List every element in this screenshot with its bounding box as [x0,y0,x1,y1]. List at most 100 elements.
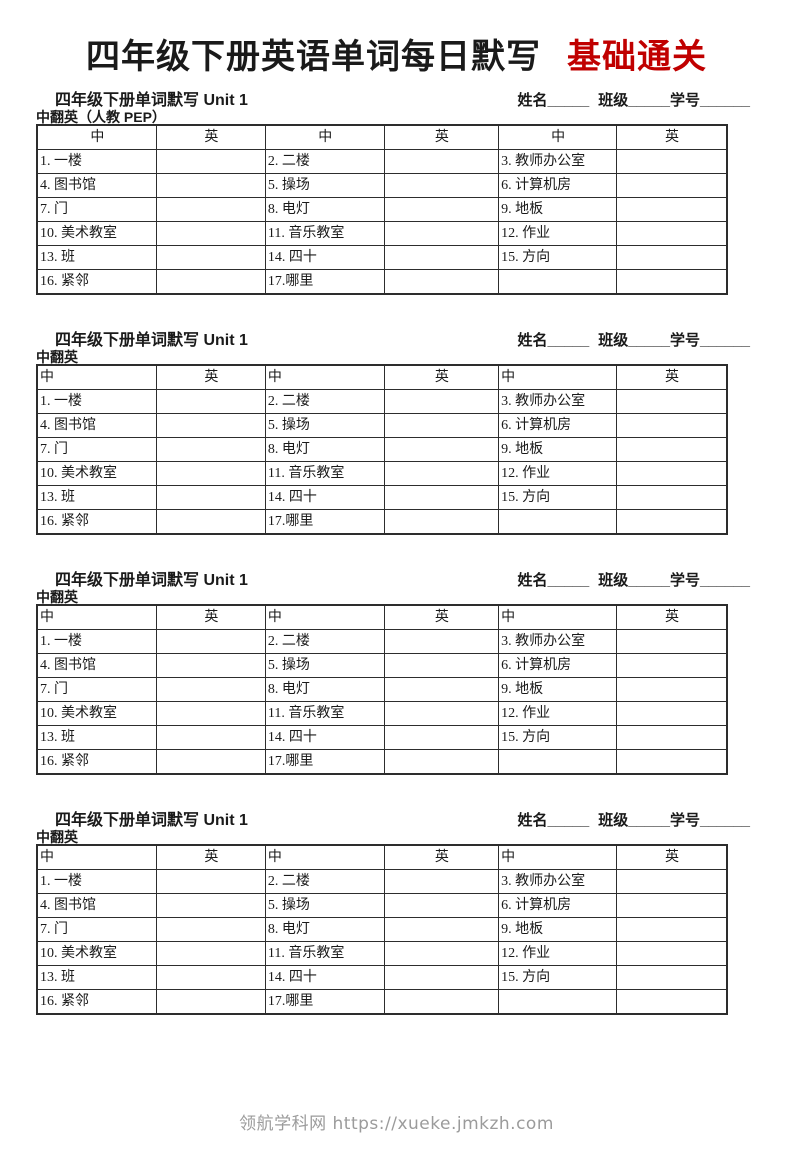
zh-term-cell: 1. 一楼 [36,869,157,894]
section-header-row: 四年级下册单词默写 Unit 1 姓名_____ 班级_____学号______ [36,811,750,830]
table-row: 7. 门 8. 电灯 9. 地板 [36,677,728,702]
table-header-row: 中英中英中英 [36,844,728,870]
worksheet-section: 四年级下册单词默写 Unit 1 姓名_____ 班级_____学号______ … [36,811,750,1015]
en-answer-cell [155,149,266,174]
en-answer-cell [383,749,500,775]
en-answer-cell [383,677,500,702]
zh-term-cell [498,269,618,295]
zh-term-cell: 15. 方向 [498,965,618,990]
en-answer-cell [155,485,266,510]
table-row: 7. 门 8. 电灯 9. 地板 [36,917,728,942]
worksheet-sections: 四年级下册单词默写 Unit 1 姓名_____ 班级_____学号______ … [0,91,793,1015]
en-answer-cell [155,629,266,654]
zh-header-cell: 中 [498,124,618,150]
en-answer-cell [155,389,266,414]
zh-term-cell: 5. 操场 [264,173,385,198]
table-row: 1. 一楼 2. 二楼 3. 教师办公室 [36,389,728,414]
zh-term-cell: 1. 一楼 [36,629,157,654]
en-answer-cell [616,245,728,270]
en-answer-cell [383,437,500,462]
zh-term-cell: 9. 地板 [498,917,618,942]
zh-header-cell: 中 [264,364,385,390]
zh-term-cell: 8. 电灯 [264,197,385,222]
zh-header-cell: 中 [264,604,385,630]
vocab-table: 中英中英中英 1. 一楼 2. 二楼 3. 教师办公室 4. 图书馆 5. 操场 6. 计算… [36,364,728,535]
en-answer-cell [383,869,500,894]
section-heading: 四年级下册单词默写 Unit 1 [55,332,248,349]
table-row: 4. 图书馆 5. 操场 6. 计算机房 [36,413,728,438]
zh-term-cell: 5. 操场 [264,893,385,918]
en-answer-cell [616,677,728,702]
zh-term-cell: 12. 作业 [498,221,618,246]
student-fields: 姓名_____ 班级_____学号______ [518,91,751,110]
zh-term-cell: 3. 教师办公室 [498,629,618,654]
en-answer-cell [616,941,728,966]
en-answer-cell [383,989,500,1015]
zh-term-cell: 17.哪里 [264,509,385,535]
en-header-cell: 英 [383,364,500,390]
table-row: 16. 紧邻 17.哪里 [36,269,728,295]
worksheet-section: 四年级下册单词默写 Unit 1 姓名_____ 班级_____学号______ … [36,331,750,535]
en-answer-cell [155,245,266,270]
student-fields: 姓名_____ 班级_____学号______ [518,571,751,590]
en-answer-cell [383,941,500,966]
table-row: 16. 紧邻 17.哪里 [36,509,728,535]
table-header-row: 中英中英中英 [36,364,728,390]
zh-term-cell: 1. 一楼 [36,149,157,174]
en-answer-cell [383,725,500,750]
table-row: 13. 班 14. 四十 15. 方向 [36,965,728,990]
en-answer-cell [155,269,266,295]
zh-term-cell: 6. 计算机房 [498,413,618,438]
en-answer-cell [155,197,266,222]
zh-term-cell: 7. 门 [36,437,157,462]
zh-term-cell: 7. 门 [36,917,157,942]
direction-label: 中翻英（人教 PEP） [36,109,166,125]
zh-term-cell: 12. 作业 [498,461,618,486]
title-badge: 基础通关 [567,38,707,76]
en-answer-cell [155,461,266,486]
table-row: 4. 图书馆 5. 操场 6. 计算机房 [36,893,728,918]
section-heading: 四年级下册单词默写 Unit 1 [55,92,248,109]
zh-term-cell: 9. 地板 [498,197,618,222]
en-header-cell: 英 [616,124,728,150]
table-row: 1. 一楼 2. 二楼 3. 教师办公室 [36,869,728,894]
zh-header-cell: 中 [36,124,157,150]
zh-term-cell: 16. 紧邻 [36,989,157,1015]
direction-label: 中翻英 [36,349,78,365]
en-answer-cell [616,149,728,174]
en-header-cell: 英 [383,124,500,150]
en-answer-cell [155,677,266,702]
en-answer-cell [155,965,266,990]
en-answer-cell [616,869,728,894]
en-answer-cell [616,701,728,726]
section-header-row: 四年级下册单词默写 Unit 1 姓名_____ 班级_____学号______ [36,331,750,350]
zh-term-cell: 2. 二楼 [264,869,385,894]
zh-term-cell: 10. 美术教室 [36,701,157,726]
zh-term-cell: 14. 四十 [264,725,385,750]
zh-header-cell: 中 [498,844,618,870]
en-answer-cell [383,461,500,486]
zh-header-cell: 中 [36,364,157,390]
zh-term-cell: 17.哪里 [264,269,385,295]
en-answer-cell [155,725,266,750]
en-answer-cell [616,749,728,775]
en-answer-cell [155,989,266,1015]
en-answer-cell [155,893,266,918]
en-answer-cell [155,221,266,246]
en-answer-cell [616,965,728,990]
table-header-row: 中英中英中英 [36,604,728,630]
en-answer-cell [616,629,728,654]
en-header-cell: 英 [155,364,266,390]
zh-term-cell: 8. 电灯 [264,437,385,462]
zh-term-cell: 13. 班 [36,245,157,270]
table-row: 13. 班 14. 四十 15. 方向 [36,245,728,270]
zh-term-cell: 12. 作业 [498,701,618,726]
zh-term-cell: 15. 方向 [498,245,618,270]
en-answer-cell [155,413,266,438]
student-id-field: 学号______ [669,812,750,829]
table-row: 7. 门 8. 电灯 9. 地板 [36,197,728,222]
zh-term-cell: 1. 一楼 [36,389,157,414]
class-field: 班级_____ [598,812,670,829]
page-title-text: 四年级下册英语单词每日默写 [86,38,541,76]
student-id-field: 学号______ [669,92,750,109]
